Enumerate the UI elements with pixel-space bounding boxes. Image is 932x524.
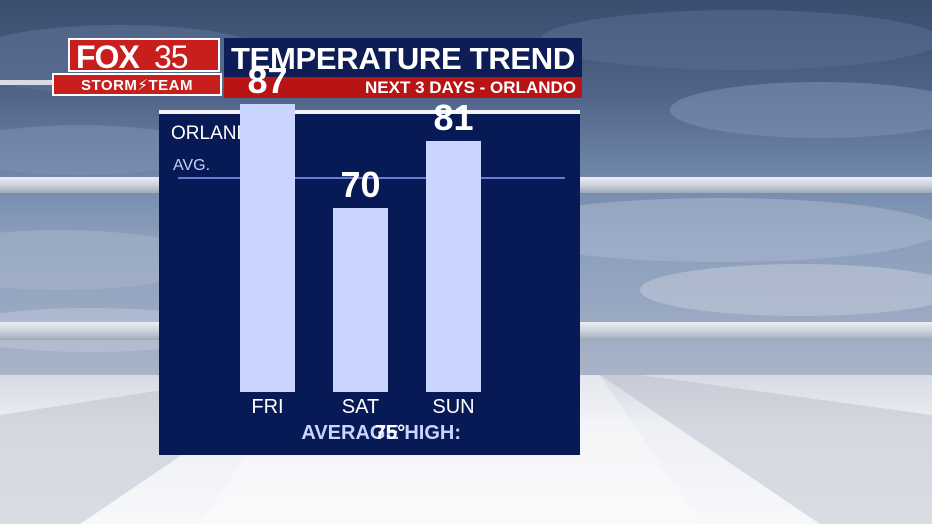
average-high-value: 75° <box>375 422 406 444</box>
page-subtitle: NEXT 3 DAYS - ORLANDO <box>365 78 576 97</box>
chart-panel: ORLANDO AVG. AVERAGE HIGH: 75° 87 FRI 70 SA… <box>159 60 580 455</box>
bar-label-fri: FRI <box>251 396 284 418</box>
logo-team: STORM⚡TEAM <box>54 76 220 94</box>
bar-sat <box>333 208 388 392</box>
average-reference-line <box>178 176 565 179</box>
header-accent-line <box>0 80 70 85</box>
bar-value-sat: 70 <box>340 164 381 206</box>
logo-brand: FOX <box>76 39 140 75</box>
lightning-bolt-icon: ⚡ <box>137 77 149 94</box>
bar-label-sun: SUN <box>432 396 475 418</box>
logo-team-word: STORM <box>81 77 138 94</box>
bar-label-sat: SAT <box>341 396 380 418</box>
bar-fri <box>240 104 295 392</box>
average-line-label: AVG. <box>173 156 211 174</box>
logo-top-block: FOX 35 <box>68 38 220 75</box>
logo-bottom-block: STORM⚡TEAM <box>52 73 222 96</box>
bar-value-fri: 87 <box>247 60 288 102</box>
logo-team-word-2: TEAM <box>148 77 193 94</box>
fox35-storm-team-logo: FOX 35 STORM⚡TEAM <box>52 38 222 98</box>
bar-sun <box>426 141 481 392</box>
page-title: TEMPERATURE TREND <box>231 41 575 76</box>
logo-channel: 35 <box>154 39 189 75</box>
bar-value-sun: 81 <box>433 97 474 139</box>
title-bar: TEMPERATURE TREND <box>224 38 582 77</box>
average-high-label: AVERAGE HIGH: <box>301 422 461 444</box>
subtitle-bar: NEXT 3 DAYS - ORLANDO <box>224 77 582 98</box>
